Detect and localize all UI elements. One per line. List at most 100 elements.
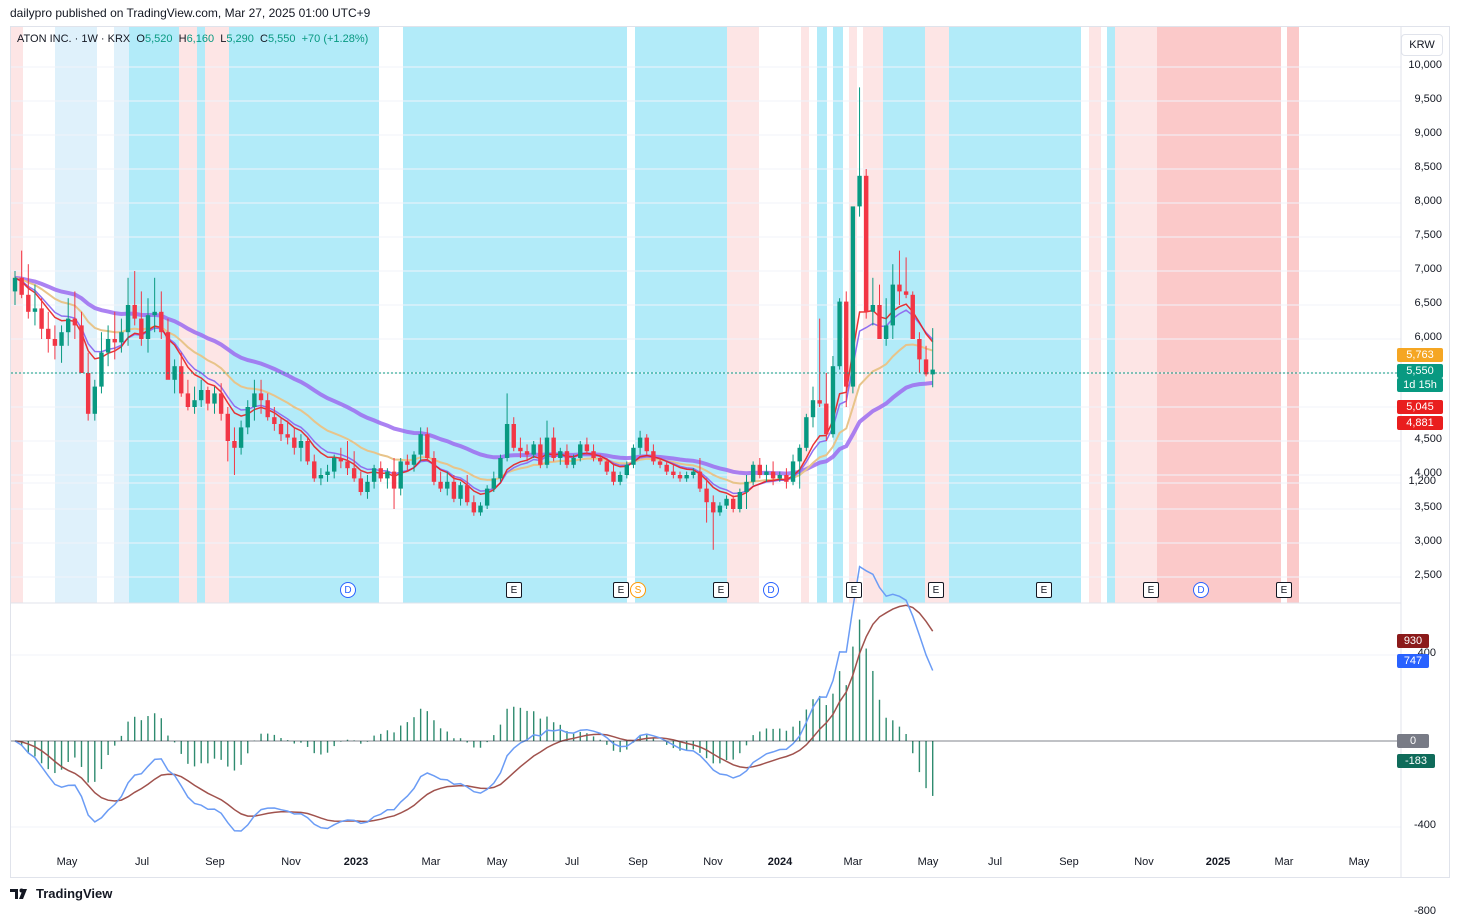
signal-band — [205, 27, 229, 603]
time-tick-label: 2025 — [1205, 856, 1231, 868]
signal-band — [1089, 27, 1101, 603]
candle-body — [445, 481, 450, 489]
earnings-marker-icon[interactable]: E — [713, 582, 729, 598]
candle-body — [531, 444, 536, 455]
candle-body — [52, 339, 58, 346]
signal-band — [1115, 27, 1157, 603]
candle-body — [199, 390, 204, 401]
candle-body — [458, 485, 463, 499]
price-tick-label: 4,000 — [1414, 467, 1442, 479]
price-tick-label: 9,000 — [1414, 127, 1442, 139]
candle-body — [804, 417, 809, 448]
candle-body — [26, 294, 31, 312]
signal-band — [817, 27, 827, 603]
chart-frame[interactable] — [10, 26, 1450, 878]
candle-body — [225, 413, 230, 441]
candle-body — [252, 393, 257, 407]
candle-body — [930, 369, 935, 375]
candle-body — [258, 393, 264, 401]
dividend-marker-icon[interactable]: D — [763, 582, 779, 598]
earnings-marker-icon[interactable]: E — [506, 582, 522, 598]
candle-body — [371, 468, 377, 482]
earnings-marker-icon[interactable]: E — [1036, 582, 1052, 598]
time-tick-label: Mar — [421, 856, 441, 868]
candle-body — [365, 481, 370, 492]
candle-body — [139, 318, 144, 339]
price-tick-label: 8,500 — [1414, 161, 1442, 173]
macd-badge: 930 — [1397, 634, 1429, 648]
candle-body — [391, 471, 397, 489]
candle-body — [465, 485, 470, 503]
macd-signal-line — [14, 604, 934, 823]
candle-body — [784, 475, 789, 482]
candle-body — [591, 451, 596, 458]
dividend-marker-icon[interactable]: D — [1193, 582, 1209, 598]
candle-body — [558, 451, 563, 458]
macd-tick-label: 1,200 — [1408, 475, 1436, 487]
open-value: 5,520 — [144, 33, 173, 45]
time-tick-label: May — [1348, 856, 1370, 868]
candle-body — [451, 481, 457, 499]
time-tick-label: Jul — [134, 856, 150, 868]
earnings-marker-icon[interactable]: E — [928, 582, 944, 598]
time-tick-label: 2023 — [343, 856, 369, 868]
candle-body — [737, 492, 743, 509]
time-tick-label: Mar — [843, 856, 863, 868]
candle-body — [272, 417, 277, 424]
candle-body — [46, 328, 51, 339]
currency-button[interactable]: KRW — [1401, 34, 1443, 56]
earnings-marker-icon[interactable]: E — [1143, 582, 1159, 598]
price-tick-label: 6,000 — [1414, 331, 1442, 343]
symbol-label[interactable]: ATON INC. · 1W · KRX — [17, 33, 131, 45]
price-tick-label: 7,500 — [1414, 229, 1442, 241]
earnings-marker-icon[interactable]: E — [613, 582, 629, 598]
candle-body — [777, 475, 782, 479]
candle-body — [212, 393, 217, 404]
candle-body — [478, 505, 483, 513]
candle-body — [897, 284, 902, 292]
price-tick-label: 6,500 — [1414, 297, 1442, 309]
candle-body — [218, 393, 224, 414]
time-tick-label: Sep — [1059, 856, 1079, 868]
earnings-marker-icon[interactable]: E — [846, 582, 862, 598]
signal-band — [1287, 27, 1299, 603]
low-value: 5,290 — [226, 33, 254, 45]
dividend-marker-icon[interactable]: D — [340, 582, 356, 598]
candle-body — [797, 447, 802, 462]
tradingview-logo[interactable]: TradingView — [10, 886, 112, 901]
candle-body — [617, 475, 623, 482]
time-tick-label: Sep — [628, 856, 648, 868]
candle-body — [438, 481, 443, 489]
signal-band — [801, 27, 809, 603]
candle-body — [790, 461, 796, 482]
candle-body — [245, 407, 250, 428]
candle-body — [185, 393, 191, 407]
candle-body — [498, 458, 503, 479]
candle-body — [132, 305, 137, 319]
candle-body — [844, 301, 849, 387]
candle-body — [837, 301, 842, 367]
candle-body — [770, 471, 776, 479]
candle-body — [910, 294, 915, 339]
chart-legend[interactable]: ATON INC. · 1W · KRX O5,520 H6,160 L5,29… — [17, 33, 369, 45]
candle-body — [551, 437, 556, 458]
split-marker-icon[interactable]: S — [630, 582, 646, 598]
candle-body — [285, 434, 290, 438]
earnings-marker-icon[interactable]: E — [1276, 582, 1292, 598]
candle-body — [405, 461, 410, 465]
signal-band — [925, 27, 949, 603]
chart-canvas[interactable] — [11, 27, 1449, 877]
candle-body — [711, 502, 716, 513]
time-tick-label: Jul — [564, 856, 580, 868]
macd-badge: 0 — [1397, 734, 1429, 748]
candle-body — [92, 386, 97, 414]
time-tick-label: Nov — [1134, 856, 1154, 868]
price-tick-label: 2,500 — [1414, 569, 1442, 581]
price-badge: 5,550 — [1397, 364, 1443, 378]
candle-body — [471, 502, 477, 513]
candle-body — [232, 441, 237, 448]
candle-body — [671, 471, 676, 475]
candle-body — [125, 305, 131, 333]
candle-body — [890, 284, 895, 326]
candle-body — [684, 475, 689, 479]
